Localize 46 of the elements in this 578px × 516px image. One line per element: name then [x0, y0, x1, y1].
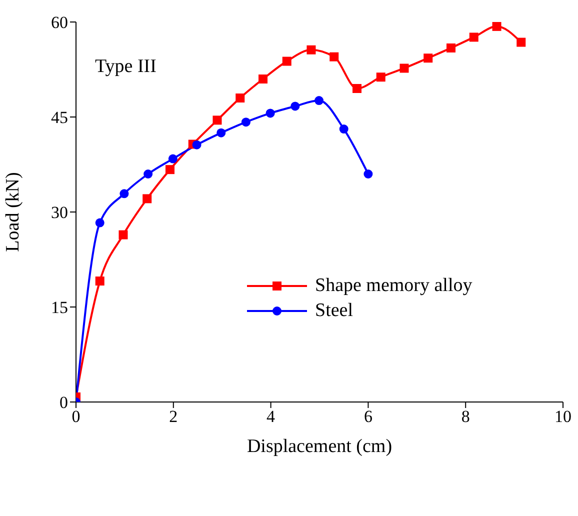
- x-axis-title: Displacement (cm): [246, 436, 392, 457]
- point: [290, 102, 300, 111]
- x-tick-label: 8: [461, 407, 470, 426]
- point: [192, 140, 202, 150]
- point: [165, 165, 174, 174]
- point: [330, 52, 339, 62]
- y-axis-title: Load (kN): [2, 172, 24, 252]
- point: [120, 189, 129, 198]
- point: [216, 128, 226, 138]
- legend-label: Shape memory alloy: [315, 275, 472, 297]
- point: [339, 124, 348, 134]
- point: [212, 116, 222, 125]
- y-tick-label: 15: [51, 298, 68, 318]
- x-tick-label: 4: [266, 407, 276, 426]
- point: [266, 108, 275, 118]
- point: [469, 32, 478, 42]
- point: [400, 64, 409, 73]
- x-tick-label: 2: [169, 407, 178, 426]
- x-tick-label: 6: [364, 407, 372, 426]
- point: [352, 84, 362, 93]
- annotation: Type III: [95, 56, 156, 77]
- point: [95, 218, 104, 228]
- point: [236, 94, 245, 102]
- x-tick-label: 0: [72, 407, 80, 426]
- point: [168, 154, 178, 164]
- point: [95, 276, 104, 286]
- y-tick-label: 60: [51, 13, 68, 32]
- legend-label: Steel: [315, 300, 353, 322]
- point: [314, 96, 324, 106]
- point: [364, 170, 373, 178]
- point: [282, 56, 292, 66]
- point: [241, 118, 250, 127]
- point: [446, 43, 456, 52]
- point: [424, 54, 433, 63]
- point: [306, 45, 316, 54]
- point: [142, 194, 152, 204]
- point: [144, 170, 153, 178]
- point: [258, 74, 268, 84]
- y-tick-label: 30: [51, 203, 68, 222]
- y-tick-label: 0: [60, 393, 68, 412]
- point: [376, 72, 386, 82]
- point: [118, 230, 128, 240]
- x-tick-label: 10: [554, 407, 572, 426]
- point: [492, 22, 502, 31]
- y-tick-label: 45: [51, 108, 68, 128]
- point: [516, 38, 526, 47]
